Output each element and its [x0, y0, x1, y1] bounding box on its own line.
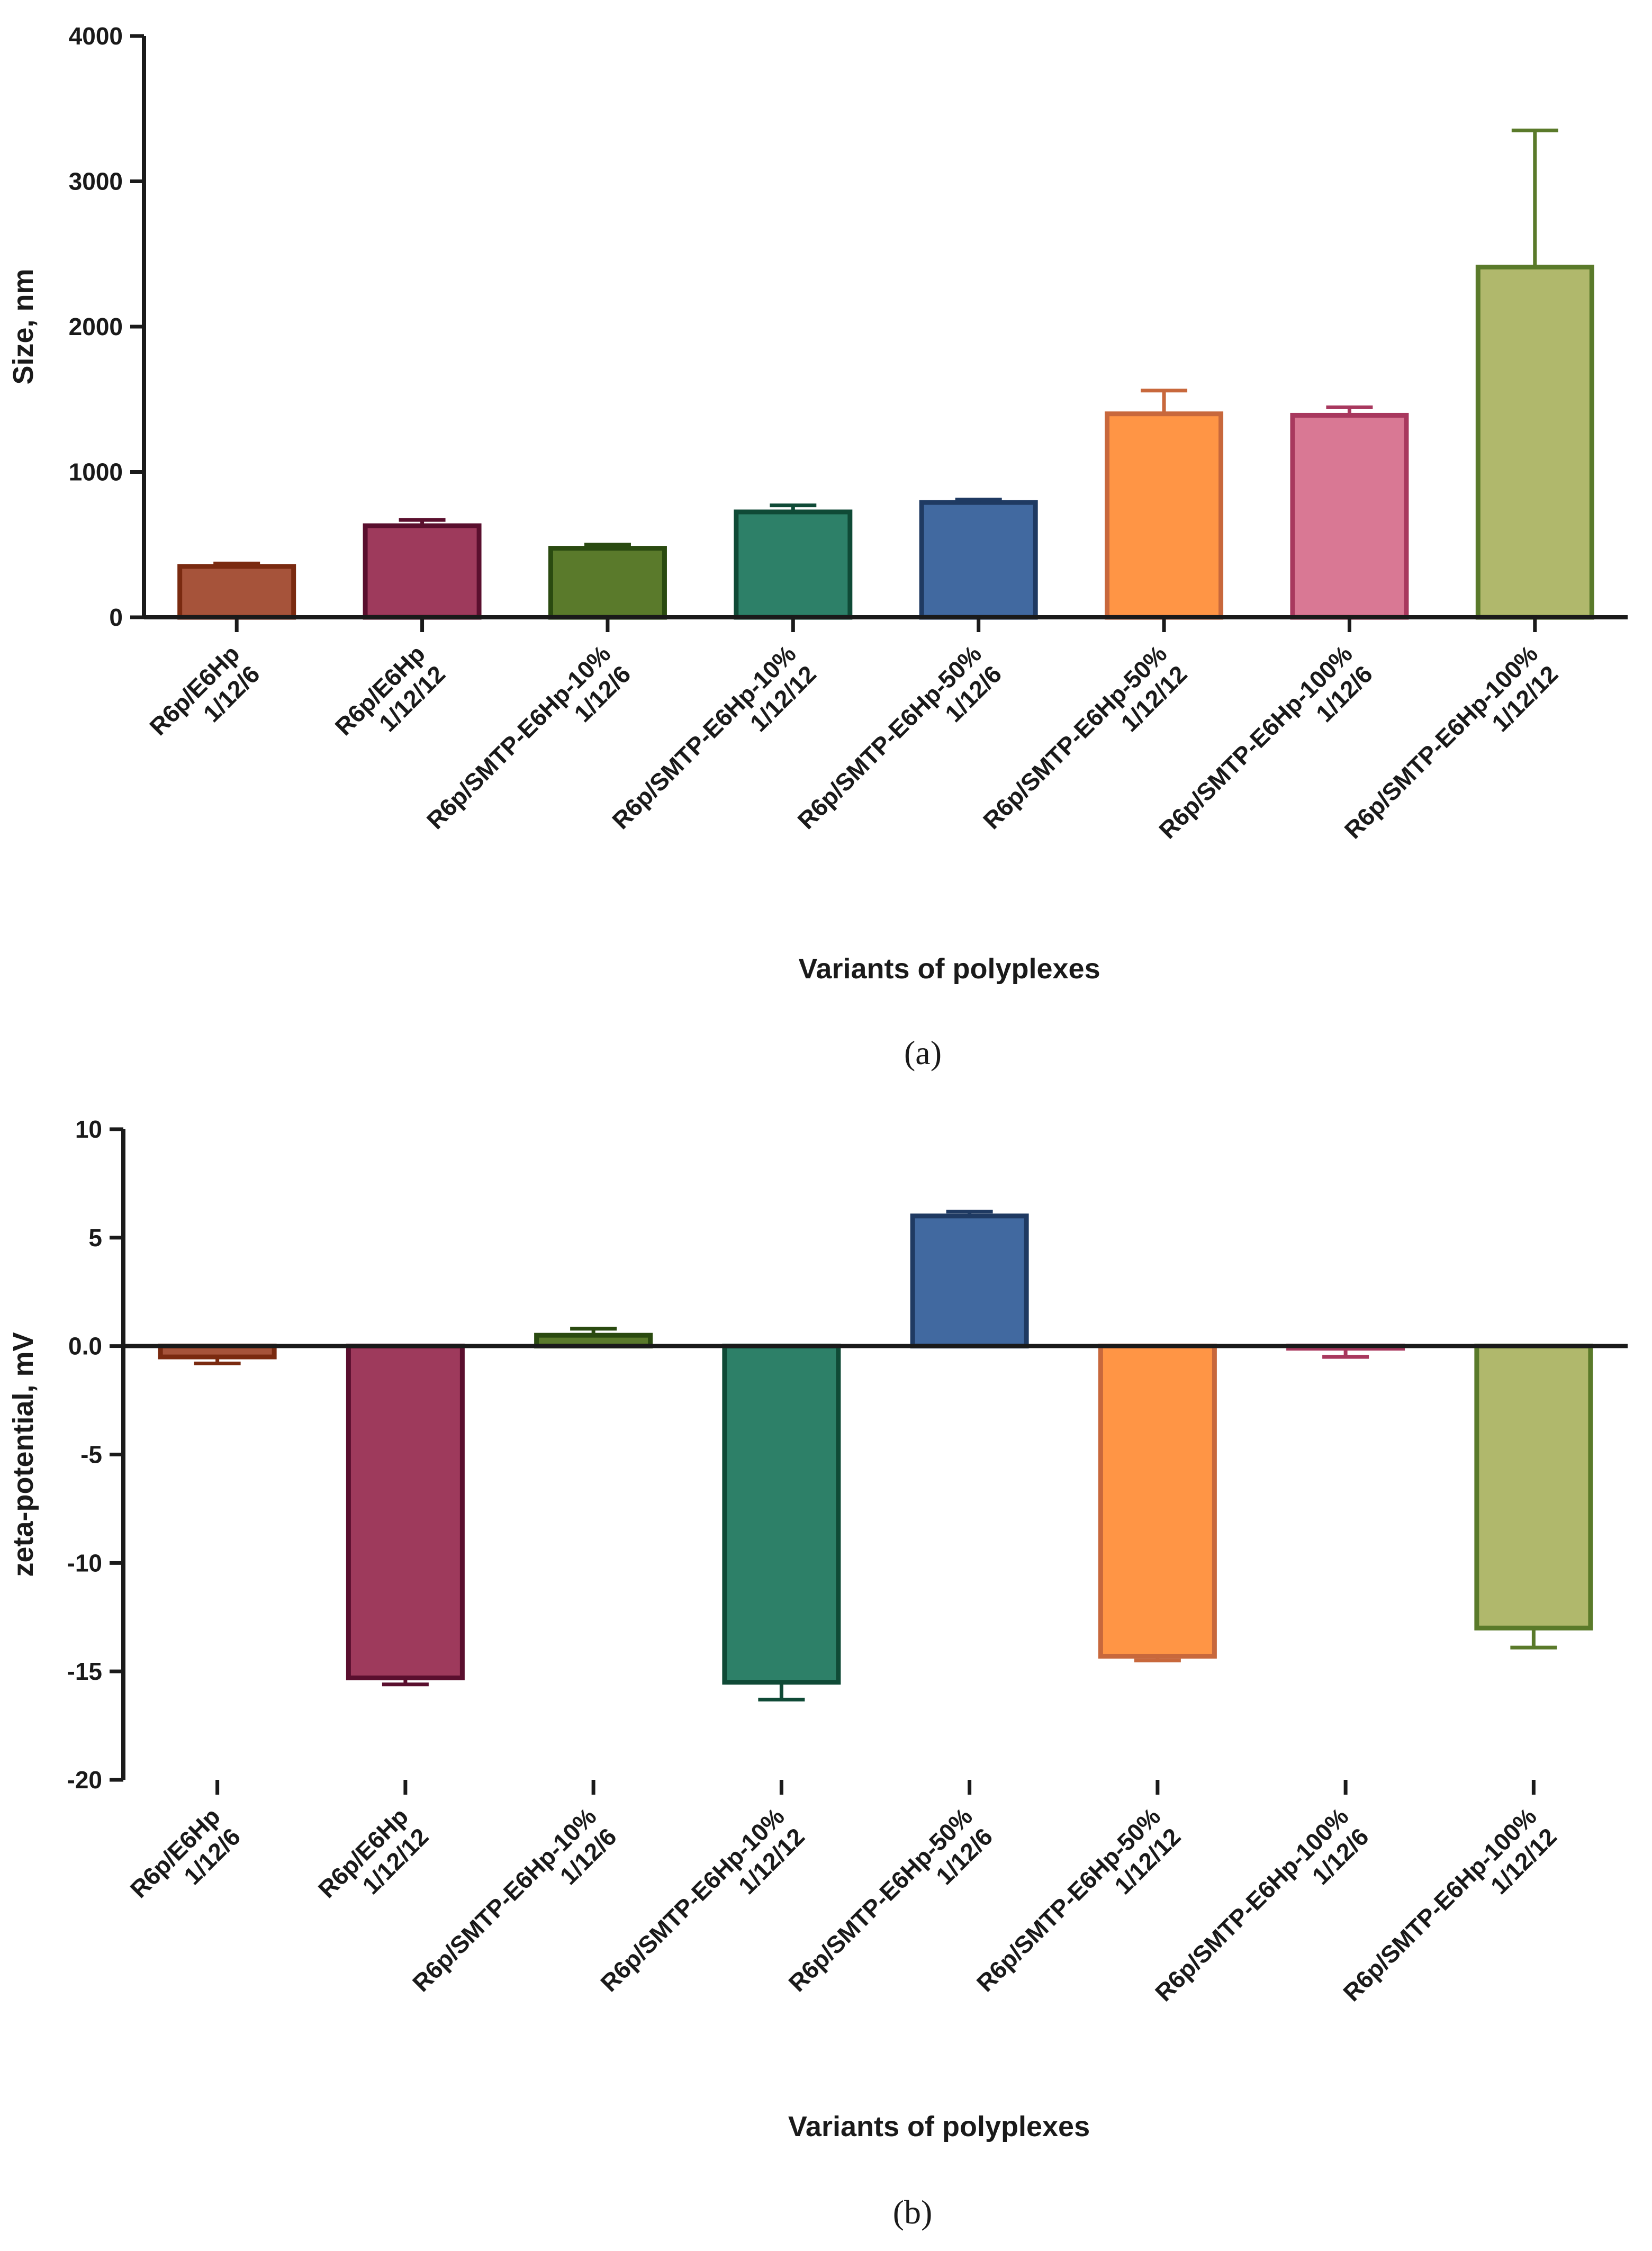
bar — [1105, 411, 1224, 620]
bar — [1475, 264, 1594, 620]
y-tick-label: 4000 — [69, 22, 123, 50]
bar — [910, 1213, 1029, 1349]
y-tick-label: 1000 — [69, 458, 123, 486]
y-axis-title: zeta-potential, mV — [7, 1332, 39, 1577]
chart-panel-2: -20 -15 -10 -5 0.0 5 10 zeta-potential, mV R6p/E… — [7, 1115, 1628, 2231]
bar — [363, 523, 482, 620]
x-tick-label: R6p/SMTP-E6Hp-10%1/12/12 — [595, 1803, 810, 2018]
x-tick-label: R6p/SMTP-E6Hp-10%1/12/6 — [407, 1803, 622, 2018]
y-axis-title: Size, nm — [7, 268, 39, 384]
bar — [1290, 412, 1409, 620]
y-tick-label: -10 — [67, 1549, 102, 1577]
y-tick-label: -15 — [67, 1658, 102, 1685]
y-tick-label: 2000 — [69, 313, 123, 340]
bar — [1098, 1344, 1217, 1659]
x-axis-title: Variants of polyplexes — [798, 953, 1100, 985]
y-tick-label: 3000 — [69, 168, 123, 195]
bar — [919, 500, 1038, 620]
y-tick-label: 5 — [88, 1224, 102, 1251]
bar — [1474, 1344, 1593, 1631]
x-tick-label: R6p/SMTP-E6Hp-100%1/12/6 — [1150, 1803, 1374, 2027]
x-tick-label: R6p/E6Hp1/12/6 — [125, 1803, 246, 1924]
x-tick-label: R6p/E6Hp1/12/12 — [313, 1803, 434, 1924]
x-tick-label: R6p/E6Hp1/12/6 — [144, 640, 265, 761]
bar — [346, 1344, 465, 1680]
x-tick-label: R6p/SMTP-E6Hp-50%1/12/6 — [783, 1803, 998, 2018]
x-tick-label: R6p/SMTP-E6Hp-100%1/12/12 — [1339, 640, 1564, 865]
bar — [722, 1344, 841, 1685]
x-tick-label: R6p/SMTP-E6Hp-10%1/12/6 — [421, 640, 636, 855]
x-tick-label: R6p/SMTP-E6Hp-100%1/12/6 — [1153, 640, 1378, 865]
chart-panel-1: 0 1000 2000 3000 4000 Size, nm R6p/E6Hp1/12/6 R… — [7, 22, 1628, 1072]
x-axis-title: Variants of polyplexes — [788, 2111, 1090, 2142]
x-tick-label: R6p/SMTP-E6Hp-10%1/12/12 — [607, 640, 822, 855]
y-tick-label: -20 — [67, 1766, 102, 1794]
y-tick-label: 0 — [109, 604, 123, 631]
y-tick-label: 0.0 — [68, 1332, 102, 1360]
bar — [548, 546, 667, 620]
bar — [177, 564, 296, 620]
x-tick-label: R6p/E6Hp1/12/12 — [330, 640, 451, 761]
y-tick-label: 10 — [75, 1115, 102, 1143]
y-tick-label: -5 — [80, 1441, 102, 1469]
bar — [734, 509, 853, 620]
x-tick-label: R6p/SMTP-E6Hp-100%1/12/12 — [1338, 1803, 1562, 2027]
panel-label: (a) — [904, 1034, 942, 1072]
panel-label: (b) — [893, 2193, 933, 2231]
x-tick-label: R6p/SMTP-E6Hp-50%1/12/6 — [792, 640, 1007, 855]
